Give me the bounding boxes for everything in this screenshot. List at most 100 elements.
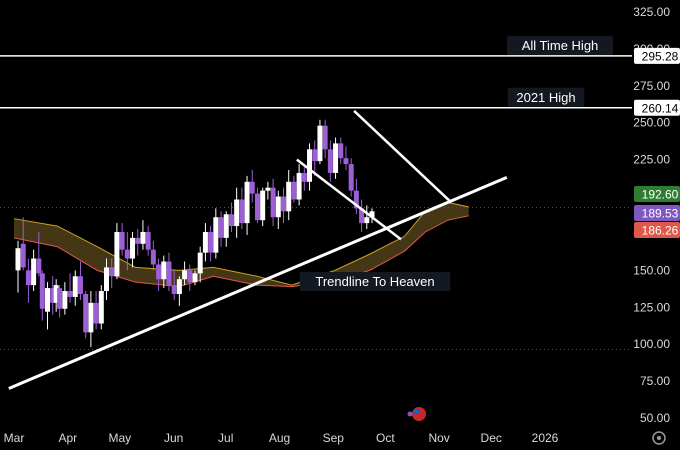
settings-gear-icon[interactable]	[652, 431, 666, 445]
ribbon-upper-line	[13, 201, 469, 286]
candle-body	[36, 258, 42, 274]
candle-body	[67, 291, 73, 297]
candle	[343, 146, 349, 170]
candle-body	[364, 217, 370, 224]
candle	[31, 249, 37, 292]
y-tick-label: 325.00	[633, 5, 670, 19]
candle	[15, 240, 21, 293]
candle	[223, 211, 229, 247]
candle	[327, 140, 333, 182]
candle	[228, 202, 234, 232]
candle-body	[145, 231, 151, 250]
candle-body	[239, 199, 245, 224]
x-tick-label: Mar	[4, 431, 25, 445]
candle-body	[202, 231, 208, 253]
channel-line	[353, 110, 453, 204]
label-2021-high: 2021 High	[516, 90, 575, 105]
candle	[364, 205, 370, 230]
candle-body	[322, 125, 328, 150]
candle	[53, 279, 59, 312]
candle	[359, 199, 365, 232]
candle-body	[213, 217, 219, 253]
price-label: 189.53	[642, 207, 679, 221]
candle-body	[369, 211, 375, 218]
candle	[265, 181, 271, 200]
candle	[286, 169, 292, 221]
gridlines	[0, 206, 632, 350]
icons	[407, 407, 666, 445]
candle	[338, 137, 344, 165]
candle-body	[104, 267, 109, 292]
candle	[20, 217, 26, 271]
candle-body	[57, 288, 63, 309]
x-axis: Mar Apr May Jun Jul Aug Sep Oct Nov Dec 2026	[4, 431, 559, 445]
candle-body	[62, 291, 68, 309]
candle	[317, 119, 323, 165]
candle-body	[72, 276, 78, 297]
candle	[36, 231, 42, 277]
candle-body	[171, 285, 177, 294]
gear-icon-ring	[652, 431, 666, 445]
x-tick-label: Dec	[481, 431, 502, 445]
candle	[202, 223, 208, 262]
price-label-bg	[634, 47, 680, 64]
candle	[77, 261, 83, 300]
candle-body	[228, 214, 234, 227]
flag-icon-dot	[407, 411, 413, 417]
label-all-time-high: All Time High	[522, 38, 599, 53]
candle-body	[25, 270, 31, 286]
candle	[197, 246, 203, 283]
candle	[187, 264, 193, 292]
candle-body	[307, 149, 313, 182]
candle	[50, 276, 56, 315]
candle	[176, 276, 182, 306]
y-tick-label: 250.00	[633, 116, 670, 130]
candle-body	[187, 270, 193, 283]
x-tick-label: Apr	[58, 431, 77, 445]
candle	[353, 178, 359, 215]
candle	[161, 255, 167, 289]
candle	[45, 282, 50, 330]
candle	[156, 258, 162, 292]
candle	[150, 240, 156, 271]
candle-body	[270, 187, 276, 218]
candle	[182, 261, 188, 286]
candle	[25, 258, 31, 303]
y-tick-label: 150.00	[633, 263, 670, 277]
candle	[254, 187, 260, 224]
candle	[333, 137, 339, 179]
candle	[348, 158, 354, 197]
candle	[234, 187, 240, 238]
candle-body	[296, 172, 302, 200]
x-tick-label: 2026	[532, 431, 559, 445]
candle	[239, 187, 245, 230]
candle-body	[333, 143, 339, 173]
price-label: 186.26	[642, 224, 679, 238]
candle	[281, 187, 286, 224]
y-tick-label: 275.00	[633, 79, 670, 93]
candle-body	[166, 261, 172, 286]
candle-body	[359, 208, 365, 224]
candle-body	[281, 196, 286, 212]
ribbon-lower-line	[13, 215, 469, 288]
candle-body	[124, 249, 130, 259]
candle	[218, 211, 224, 247]
candle-body	[15, 248, 21, 271]
candle	[249, 169, 255, 203]
gear-icon-hub	[657, 436, 661, 440]
candle-body	[312, 149, 318, 162]
candle-body	[208, 231, 214, 253]
y-tick-label: 125.00	[633, 300, 670, 314]
price-label-bg	[634, 99, 680, 116]
candle-body	[161, 261, 167, 280]
candle	[88, 291, 94, 348]
candle-body	[260, 190, 266, 221]
candle	[98, 285, 104, 330]
label-all-time-high-bg	[506, 35, 614, 55]
candle	[124, 231, 130, 271]
candle-body	[286, 181, 292, 212]
candle	[275, 190, 281, 230]
candle	[213, 208, 219, 259]
candle-body	[31, 258, 37, 286]
